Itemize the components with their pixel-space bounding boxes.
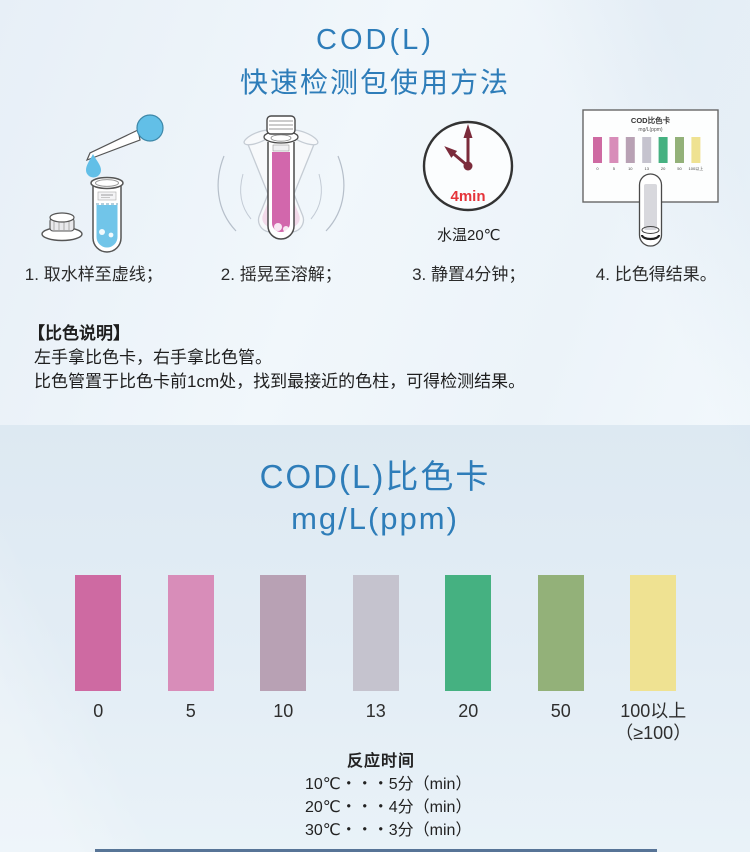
swatch-label: 100以上 （≥100） <box>615 700 691 744</box>
test-tube-icon <box>90 176 124 253</box>
swatch-column: 50 <box>515 575 608 744</box>
step-3-wait: 4min 水温20℃ 3. 静置4分钟； <box>375 104 563 285</box>
color-card-header: COD(L)比色卡 mg/L(ppm) <box>0 450 750 537</box>
swatch <box>75 575 122 691</box>
step-4-compare: COD比色卡 mg/L(ppm) 0 5 10 <box>563 104 750 285</box>
step-caption: 3. 静置4分钟； <box>412 265 526 284</box>
mini-swatch <box>658 137 668 163</box>
swatch-label: 5 <box>185 701 196 721</box>
mini-swatch <box>592 137 602 163</box>
step-caption: 4. 比色得结果。 <box>595 265 717 284</box>
mini-swatch <box>691 137 701 163</box>
reaction-time-row: 10℃・・・5分（min） <box>305 776 472 793</box>
instruction-line: 比色管置于比色卡前1cm处，找到最接近的色柱，可得检测结果。 <box>34 372 526 391</box>
swatch-column: 13 <box>330 575 423 744</box>
svg-text:10: 10 <box>628 166 633 171</box>
svg-text:5: 5 <box>613 166 616 171</box>
sampling-illustration-icon <box>41 114 164 253</box>
motion-arc <box>217 155 237 232</box>
step-2-shake: 2. 摇晃至溶解； <box>188 104 376 285</box>
swatch <box>630 575 677 691</box>
reaction-time-block: 反应时间 10℃・・・5分（min） 20℃・・・4分（min） 30℃・・・3… <box>305 750 471 842</box>
swatch-label: 10 <box>273 701 294 721</box>
step-1-sample: 1. 取水样至虚线； <box>0 104 188 285</box>
header: COD(L) 快速检测包使用方法 <box>0 24 750 101</box>
water-temp-note: 水温20℃ <box>436 227 501 244</box>
page-subtitle: 快速检测包使用方法 <box>239 67 510 98</box>
clock-hand-minute <box>463 124 473 166</box>
step-2-illustration <box>188 104 375 254</box>
mini-swatch <box>641 137 651 163</box>
swatch-label-line2: （≥100） <box>615 723 692 743</box>
clock-icon: 4min <box>423 120 514 212</box>
swatch <box>167 575 214 691</box>
shaking-tube-icon <box>217 115 345 240</box>
step-caption: 1. 取水样至虚线； <box>24 265 163 284</box>
mini-swatch-row <box>592 137 701 163</box>
svg-text:0: 0 <box>596 166 599 171</box>
swatch <box>260 575 307 691</box>
step-4-illustration: COD比色卡 mg/L(ppm) 0 5 10 <box>563 104 750 254</box>
clock-duration-label: 4min <box>451 188 486 205</box>
svg-text:20: 20 <box>661 166 666 171</box>
page-title: COD(L) <box>316 24 434 56</box>
water-drop-icon <box>86 154 102 178</box>
swatch-label-line1: 100以上 <box>620 701 687 721</box>
swatch-column: 20 <box>422 575 515 744</box>
swatch-column: 100以上 （≥100） <box>607 575 700 744</box>
color-swatch-chart: 0 5 10 13 20 50 100以上 （≥100） <box>52 575 700 744</box>
svg-text:100以上: 100以上 <box>688 165 703 171</box>
step-3-illustration: 4min 水温20℃ <box>375 104 562 254</box>
reaction-time-row: 30℃・・・3分（min） <box>305 822 472 839</box>
mini-swatch-labels: 0 5 10 13 20 50 100以上 <box>596 165 703 171</box>
top-section-background <box>0 0 750 425</box>
color-card-unit: mg/L(ppm) <box>291 501 459 536</box>
bottom-divider <box>95 849 657 852</box>
steps-row: 1. 取水样至虚线； <box>0 104 750 285</box>
step-1-illustration <box>0 104 187 254</box>
color-card-title: COD(L)比色卡 <box>259 458 491 495</box>
instruction-line: 左手拿比色卡，右手拿比色管。 <box>34 348 272 367</box>
cap-icon <box>41 212 83 242</box>
motion-arc <box>310 173 322 220</box>
mini-swatch <box>609 137 619 163</box>
motion-arc <box>239 173 252 220</box>
instructions-block: 【比色说明】 左手拿比色卡，右手拿比色管。 比色管置于比色卡前1cm处，找到最接… <box>28 322 525 394</box>
step-caption: 2. 摇晃至溶解； <box>220 265 342 284</box>
swatch-label: 13 <box>365 701 386 721</box>
swatch-column: 5 <box>145 575 238 744</box>
swatch <box>352 575 399 691</box>
swatch-label: 20 <box>458 701 479 721</box>
mini-swatch <box>674 137 684 163</box>
comparison-tube-icon <box>638 173 662 247</box>
svg-text:13: 13 <box>644 166 649 171</box>
svg-text:50: 50 <box>677 166 682 171</box>
mini-swatch <box>625 137 635 163</box>
reaction-time-heading: 反应时间 <box>347 753 416 770</box>
swatch-label: 0 <box>93 701 104 721</box>
capped-tube-icon <box>263 115 299 240</box>
reaction-time-row: 20℃・・・4分（min） <box>305 799 472 816</box>
color-card-icon: COD比色卡 mg/L(ppm) 0 5 10 <box>582 109 719 247</box>
swatch <box>445 575 492 691</box>
clock-center-dot <box>463 161 473 171</box>
instructions-heading: 【比色说明】 <box>28 324 130 343</box>
swatch-label: 50 <box>550 701 571 721</box>
mini-card-subtitle: mg/L(ppm) <box>638 127 663 133</box>
swatch-column: 0 <box>52 575 145 744</box>
dropper-icon <box>86 114 164 162</box>
swatch-column: 10 <box>237 575 330 744</box>
mini-card-title: COD比色卡 <box>631 115 671 125</box>
swatch <box>537 575 584 691</box>
motion-arc <box>325 155 345 232</box>
